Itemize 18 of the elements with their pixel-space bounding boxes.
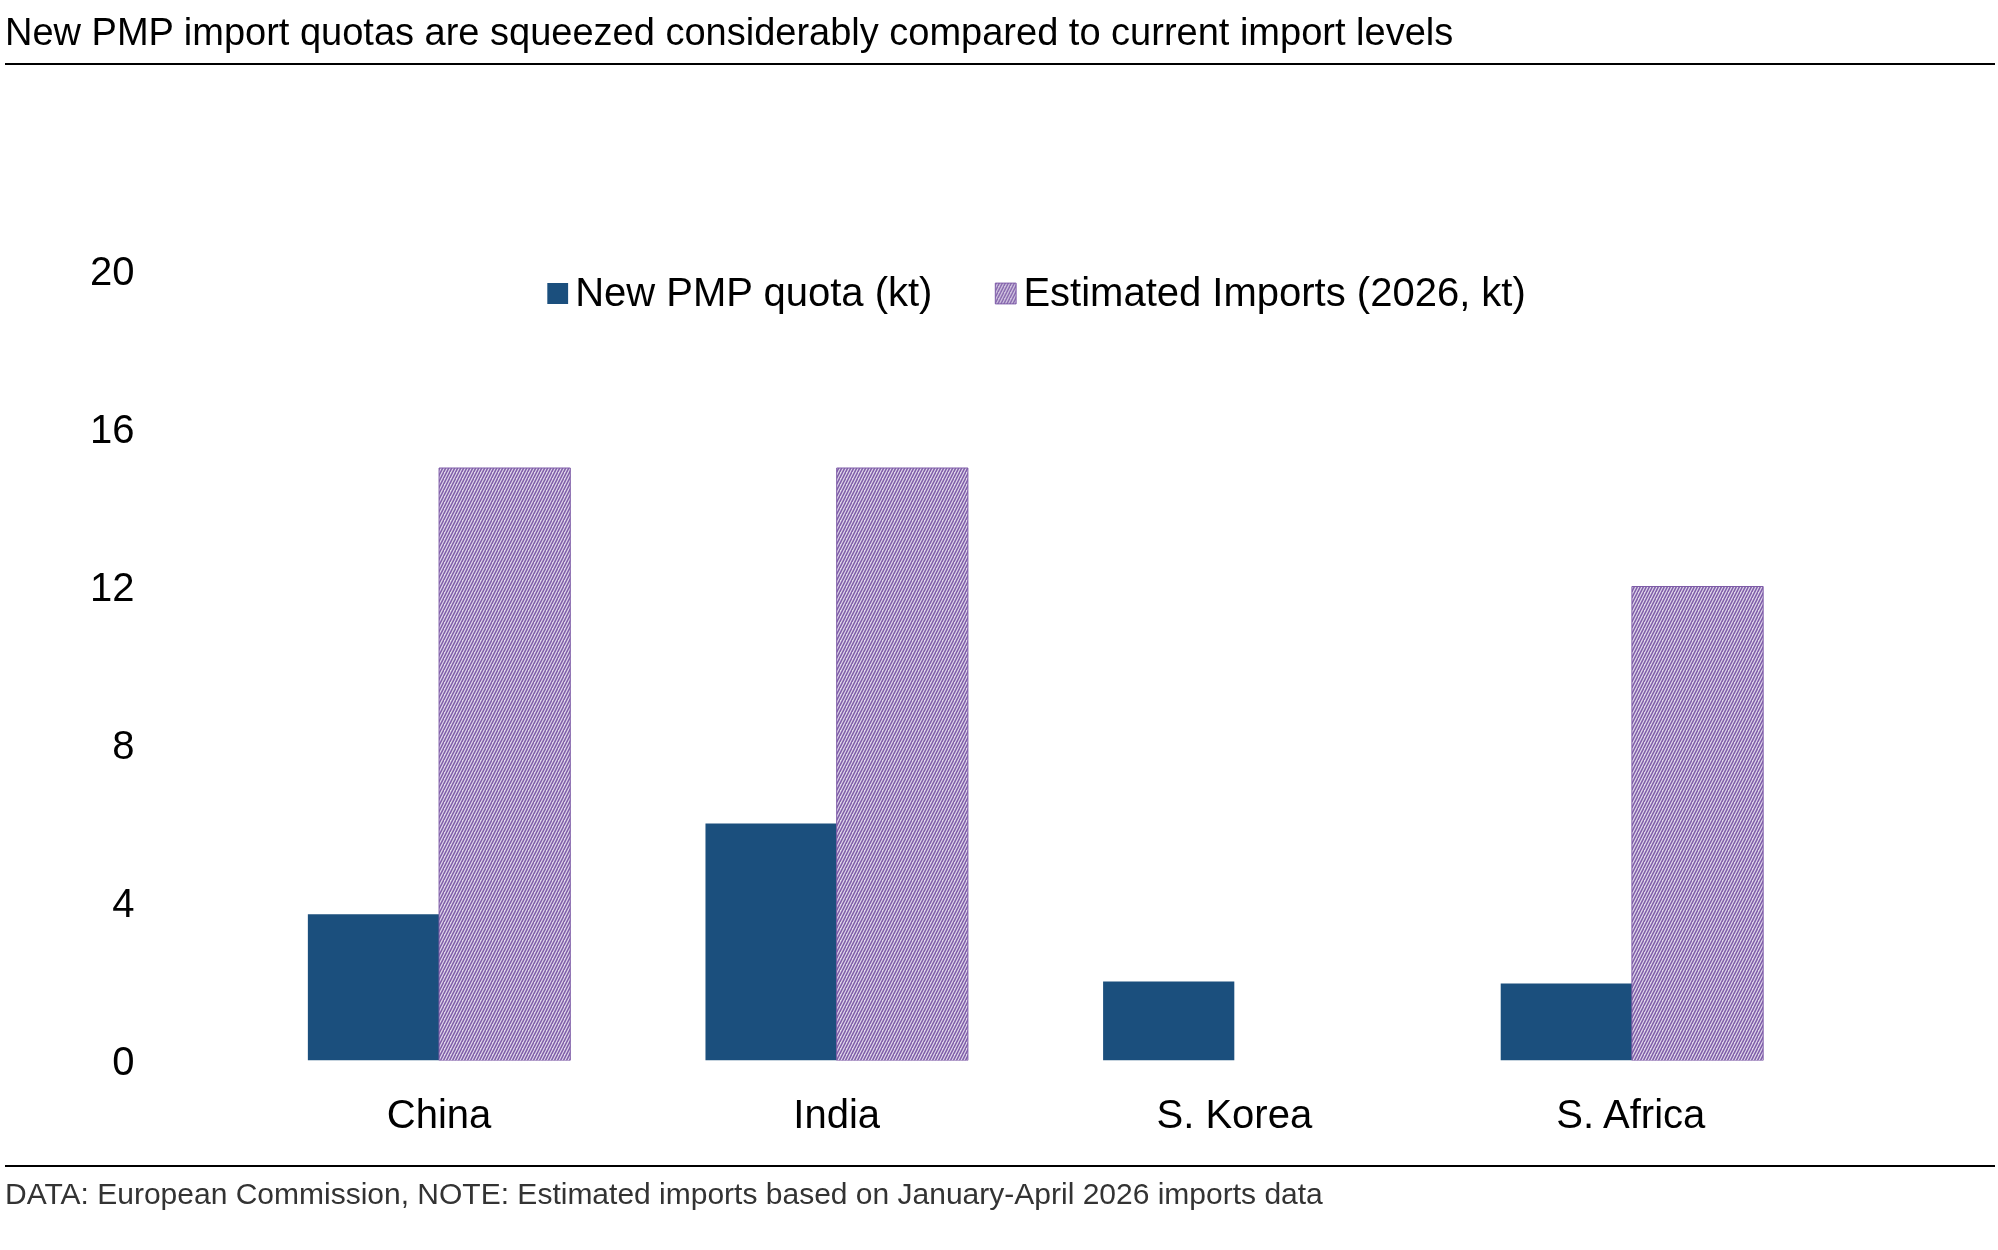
y-tick-label: 8 <box>112 722 135 767</box>
x-tick-label: India <box>793 1091 881 1136</box>
bar <box>1103 981 1235 1061</box>
x-tick-label: S. Korea <box>1156 1091 1313 1136</box>
y-tick-label: 20 <box>90 248 135 293</box>
y-tick-label: 16 <box>90 406 135 451</box>
legend-label: Estimated Imports (2026, kt) <box>1023 270 1526 316</box>
chart-title: New PMP import quotas are squeezed considerably compared to current import levels <box>5 10 1454 55</box>
x-tick-label: S. Africa <box>1556 1091 1707 1136</box>
y-tick-label: 4 <box>112 880 135 925</box>
y-tick-label: 0 <box>112 1038 135 1083</box>
bar <box>1500 983 1632 1061</box>
x-tick-label: China <box>386 1091 493 1136</box>
y-tick-label: 12 <box>90 564 135 609</box>
bar <box>705 823 837 1061</box>
legend-label: New PMP quota (kt) <box>575 270 933 316</box>
bar <box>307 914 440 1061</box>
text: DATA: European Commission, NOTE: Estimated imports based on January-April 2026 imports data <box>5 1176 1323 1213</box>
